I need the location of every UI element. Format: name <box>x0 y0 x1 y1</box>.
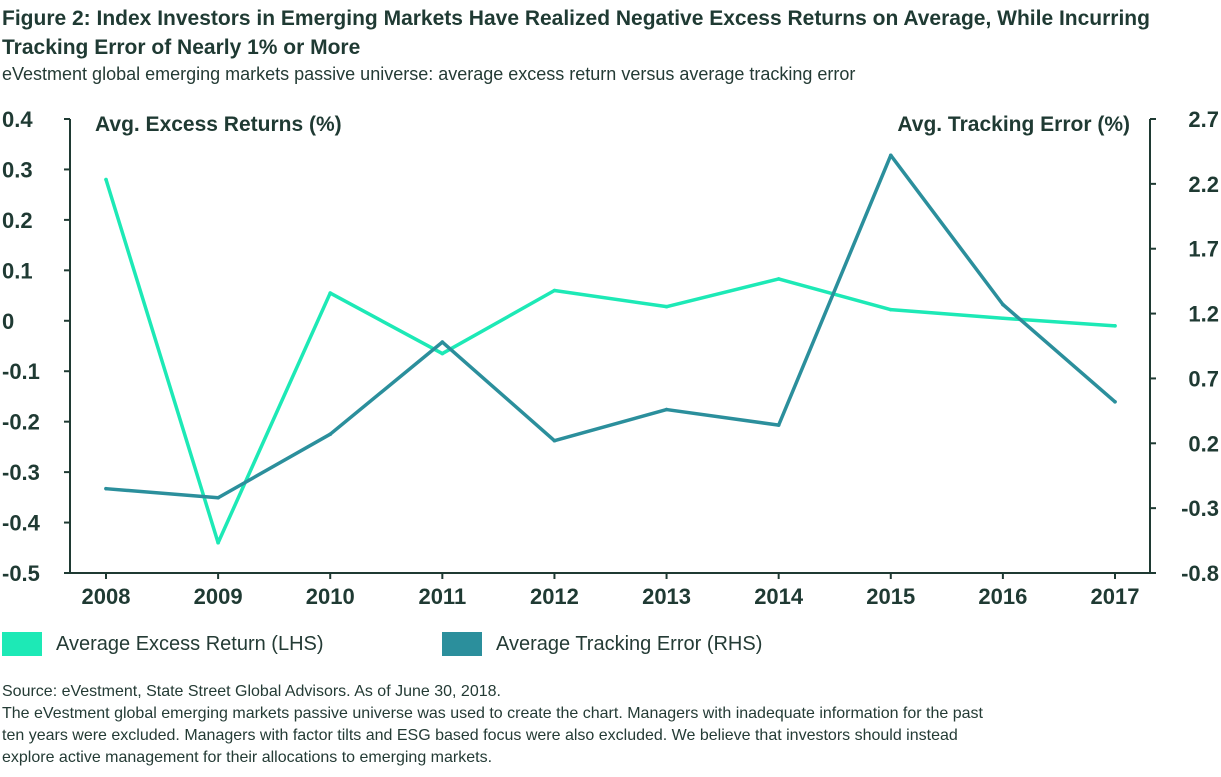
x-tick-label: 2008 <box>82 584 131 609</box>
x-tick-label: 2015 <box>866 584 915 609</box>
data-point-excess-return <box>104 177 108 182</box>
data-point-tracking-error <box>1113 399 1117 404</box>
x-tick-label: 2017 <box>1091 584 1140 609</box>
right-axis-title: Avg. Tracking Error (%) <box>897 113 1130 136</box>
right-tick-label: 2.7 <box>1188 107 1219 132</box>
left-tick-label: 0.4 <box>2 107 33 132</box>
chart-marks <box>104 153 1117 545</box>
chart-legend: Average Excess Return (LHS) Average Trac… <box>0 632 1221 664</box>
left-tick-label: 0 <box>2 309 14 334</box>
chart-title: Figure 2: Index Investors in Emerging Ma… <box>2 7 1150 59</box>
x-tick-label: 2014 <box>754 584 804 609</box>
left-tick-label: -0.3 <box>2 460 40 485</box>
right-tick-label: 0.2 <box>1188 431 1219 456</box>
x-tick-label: 2010 <box>306 584 355 609</box>
chart-subtitle: eVestment global emerging markets passiv… <box>2 64 856 84</box>
source-line-1: Source: eVestment, State Street Global A… <box>2 683 501 700</box>
dual-axis-line-chart: 0.4 0.3 0.2 0.1 0 -0.1 -0.2 -0.3 -0.4 -0.5 2.7 2.2 1… <box>2 107 1219 609</box>
source-line-4: explore active management for their allo… <box>2 749 493 766</box>
data-point-tracking-error <box>1001 302 1005 307</box>
source-line-3: ten years were excluded. Managers with f… <box>2 727 958 744</box>
x-tick-label: 2012 <box>530 584 579 609</box>
left-axis-title: Avg. Excess Returns (%) <box>95 113 342 136</box>
data-point-excess-return <box>216 540 220 545</box>
x-tick-label: 2011 <box>418 584 466 609</box>
chart-axes <box>64 118 1156 579</box>
left-tick-label: 0.1 <box>2 258 33 283</box>
data-point-excess-return <box>328 291 333 295</box>
chart-labels: 0.4 0.3 0.2 0.1 0 -0.1 -0.2 -0.3 -0.4 -0.5 2.7 2.2 1… <box>2 107 1219 609</box>
x-tick-label: 2009 <box>194 584 243 609</box>
legend-label-excess-return: Average Excess Return (LHS) <box>56 632 324 655</box>
legend-label-tracking-error: Average Tracking Error (RHS) <box>496 632 763 655</box>
data-point-tracking-error <box>664 407 669 412</box>
legend-item-excess-return: Average Excess Return (LHS) <box>2 632 324 656</box>
right-tick-label: 1.7 <box>1188 237 1219 262</box>
right-tick-label: 1.2 <box>1188 302 1219 327</box>
data-point-tracking-error <box>552 438 557 443</box>
source-line-2: The eVestment global emerging markets pa… <box>2 705 983 722</box>
right-tick-label: -0.3 <box>1181 496 1219 521</box>
source-note: Source: eVestment, State Street Global A… <box>2 681 1212 769</box>
left-tick-label: -0.1 <box>2 359 40 384</box>
right-tick-label: 0.7 <box>1188 366 1219 391</box>
data-point-tracking-error <box>776 423 781 427</box>
series-line-excess-return <box>104 177 1117 545</box>
data-point-tracking-error <box>440 340 445 344</box>
x-tick-label: 2013 <box>642 584 691 609</box>
data-point-excess-return <box>552 288 557 293</box>
data-point-tracking-error <box>888 153 893 158</box>
data-point-tracking-error <box>216 495 220 500</box>
data-point-tracking-error <box>104 486 108 491</box>
left-tick-label: -0.4 <box>2 511 41 536</box>
legend-swatch-excess-return <box>2 632 42 656</box>
left-tick-label: 0.3 <box>2 157 33 182</box>
right-tick-label: -0.8 <box>1181 561 1219 586</box>
series-line-tracking-error <box>104 153 1117 500</box>
left-tick-label: -0.5 <box>2 561 40 586</box>
left-tick-label: -0.2 <box>2 410 40 435</box>
right-tick-label: 2.2 <box>1188 172 1219 197</box>
data-point-excess-return <box>776 277 781 281</box>
x-tick-label: 2016 <box>978 584 1027 609</box>
data-point-excess-return <box>888 307 893 312</box>
data-point-excess-return <box>664 304 669 309</box>
data-point-tracking-error <box>328 432 333 437</box>
left-tick-label: 0.2 <box>2 208 33 233</box>
data-point-excess-return <box>1001 316 1005 321</box>
legend-item-tracking-error: Average Tracking Error (RHS) <box>442 632 762 656</box>
legend-swatch-tracking-error <box>442 632 482 656</box>
data-point-excess-return <box>440 351 445 356</box>
data-point-excess-return <box>1113 324 1117 328</box>
